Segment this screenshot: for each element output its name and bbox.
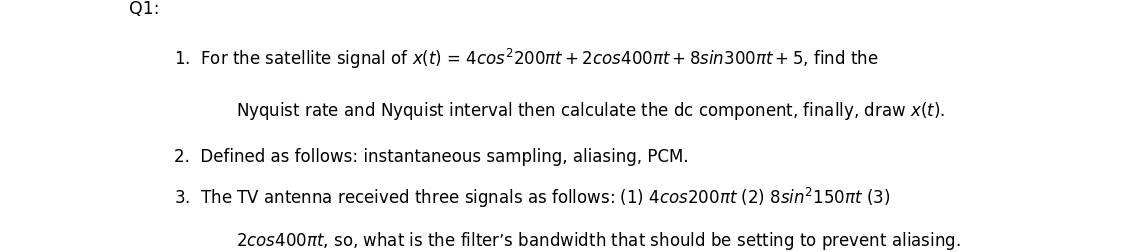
Text: 3.  The TV antenna received three signals as follows: (1) $4cos200\pi t$ (2) $8s: 3. The TV antenna received three signals…	[174, 186, 891, 210]
Text: Nyquist rate and Nyquist interval then calculate the dc component, finally, draw: Nyquist rate and Nyquist interval then c…	[236, 100, 944, 122]
Text: $2cos400\pi t$, so, what is the filter’s bandwidth that should be setting to pre: $2cos400\pi t$, so, what is the filter’s…	[236, 230, 960, 252]
Text: 1.  For the satellite signal of $x(t)$ = $4cos^{2}200\pi t + 2cos400\pi t + 8sin: 1. For the satellite signal of $x(t)$ = …	[174, 46, 878, 71]
Text: Q1:: Q1:	[129, 0, 159, 18]
Text: 2.  Defined as follows: instantaneous sampling, aliasing, PCM.: 2. Defined as follows: instantaneous sam…	[174, 148, 688, 166]
